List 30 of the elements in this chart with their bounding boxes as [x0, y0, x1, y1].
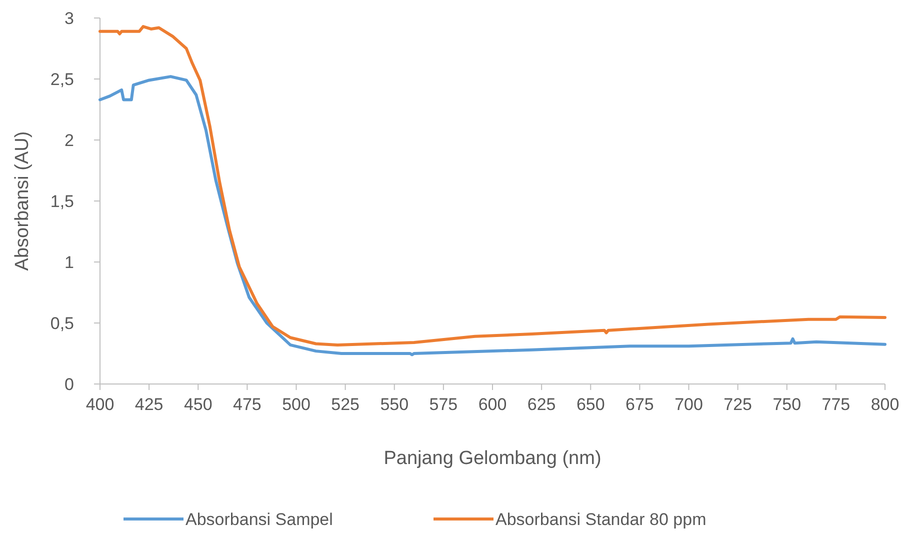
- x-tick-label: 750: [772, 395, 802, 414]
- y-axis-title: Absorbansi (AU): [12, 131, 33, 271]
- y-tick-label: 0,5: [50, 314, 74, 333]
- x-tick-label: 725: [724, 395, 752, 414]
- x-tick-label: 400: [86, 395, 114, 414]
- y-tick-label: 2: [64, 131, 74, 150]
- x-tick-label: 625: [527, 395, 556, 414]
- x-tick-label: 500: [282, 395, 310, 414]
- x-tick-label: 600: [478, 395, 507, 414]
- x-tick-label: 550: [380, 395, 409, 414]
- x-tick-label: 775: [822, 395, 850, 414]
- y-tick-label: 3: [64, 9, 74, 28]
- y-tick-label: 2,5: [50, 70, 74, 89]
- y-tick-label: 1,5: [50, 192, 74, 211]
- line-series: [98, 75, 886, 356]
- legend-label: Absorbansi Sampel: [186, 510, 333, 529]
- x-tick-label: 450: [184, 395, 212, 414]
- x-tick-label: 800: [870, 395, 900, 414]
- y-tick-label: 0: [64, 375, 74, 394]
- y-tick-label: 1: [64, 253, 74, 272]
- x-tick-label: 700: [674, 395, 703, 414]
- line-series: [98, 25, 886, 346]
- x-tick-label: 475: [233, 395, 262, 414]
- x-tick-label: 650: [576, 395, 605, 414]
- x-tick-label: 675: [626, 395, 654, 414]
- x-axis-title: Panjang Gelombang (nm): [384, 448, 602, 469]
- legend-label: Absorbansi Standar 80 ppm: [496, 510, 706, 529]
- x-tick-label: 425: [134, 395, 164, 414]
- x-tick-label: 575: [429, 395, 458, 414]
- x-tick-label: 525: [331, 395, 360, 414]
